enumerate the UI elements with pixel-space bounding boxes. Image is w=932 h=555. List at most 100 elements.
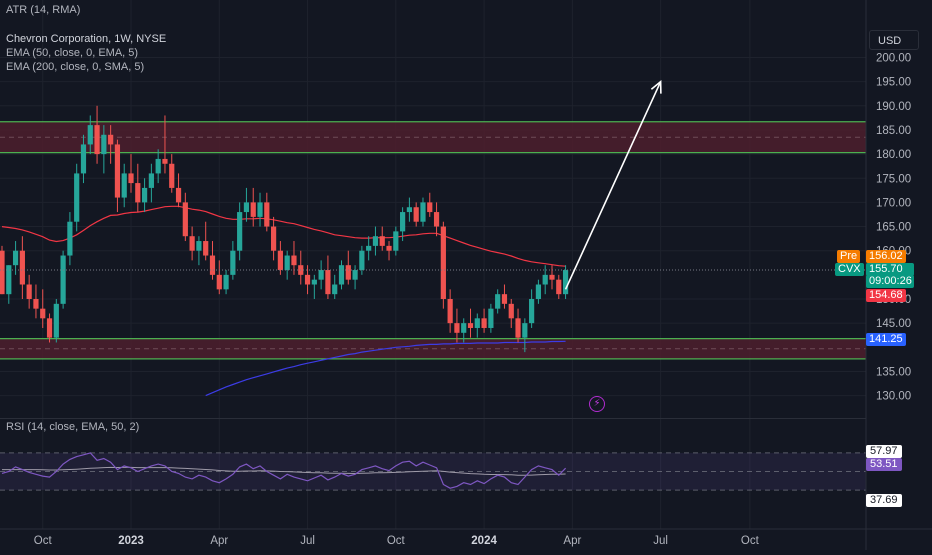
- candle-body: [128, 173, 134, 184]
- candle-body: [67, 221, 73, 256]
- low-price-tag: 154.68: [866, 289, 906, 302]
- candle-body: [372, 236, 379, 246]
- time-axis-tick-label: 2023: [118, 535, 144, 547]
- atr-legend[interactable]: ATR (14, RMA): [6, 4, 81, 16]
- candle-body: [237, 212, 243, 251]
- candle-body: [114, 144, 121, 198]
- price-axis-tick-label: 170.00: [876, 197, 911, 209]
- candle-body: [447, 299, 453, 324]
- candle-body: [338, 265, 345, 285]
- lightning-icon[interactable]: ⚡: [589, 396, 605, 412]
- candle-body: [345, 265, 351, 280]
- pre-market-price-tag: 156.02: [866, 250, 906, 263]
- rsi-low-value-tag: 37.69: [866, 494, 902, 507]
- candle-body: [311, 279, 317, 285]
- candle-body: [393, 231, 399, 251]
- candle-body: [400, 212, 406, 232]
- candle-body: [40, 308, 46, 319]
- rsi-ma-value-tag: 57.97: [866, 445, 902, 458]
- price-axis-tick-label: 195.00: [876, 77, 911, 89]
- candle-body: [74, 173, 80, 222]
- rsi-line: [1, 452, 567, 489]
- price-axis-tick-label: 145.00: [876, 318, 911, 330]
- candle-body: [433, 212, 440, 227]
- candle-body: [189, 236, 195, 251]
- candle-body: [155, 158, 161, 174]
- candle-body: [474, 318, 480, 328]
- candle-body: [413, 207, 419, 222]
- candle-body: [141, 187, 148, 203]
- chart-title[interactable]: Chevron Corporation, 1W, NYSE: [6, 33, 167, 45]
- candle-body: [108, 134, 114, 145]
- candle-body: [454, 323, 460, 333]
- candle-body: [53, 303, 59, 338]
- candle-body: [304, 274, 311, 285]
- candle-body: [379, 236, 385, 246]
- candle-body: [250, 202, 256, 217]
- candle-body: [562, 270, 569, 295]
- rsi-legend[interactable]: RSI (14, close, EMA, 50, 2): [6, 421, 140, 433]
- candle-body: [33, 299, 39, 309]
- ema200-price-tag: 141.25: [866, 333, 906, 346]
- candle-body: [325, 270, 331, 295]
- candle-body: [243, 202, 250, 213]
- candle-body: [46, 318, 53, 338]
- price-axis-tick-label: 185.00: [876, 125, 911, 137]
- candle-body: [216, 274, 222, 290]
- candle-body: [529, 299, 535, 324]
- candle-body: [318, 270, 324, 280]
- last-price-tag: 155.70: [866, 263, 914, 276]
- candle-body: [522, 323, 528, 338]
- candle-body: [169, 163, 175, 188]
- candle-body: [162, 158, 168, 164]
- candle-body: [427, 202, 433, 213]
- candle-body: [87, 125, 93, 145]
- target-arrow-line: [564, 81, 662, 290]
- ema50-legend[interactable]: EMA (50, close, 0, EMA, 5): [6, 47, 139, 59]
- candle-body: [359, 250, 365, 271]
- candle-body: [209, 255, 216, 275]
- ema200-legend[interactable]: EMA (200, close, 0, SMA, 5): [6, 61, 145, 73]
- candle-body: [467, 323, 474, 328]
- candle-body: [94, 125, 100, 155]
- candle-body: [223, 274, 229, 290]
- countdown-tag: 09:00:26: [866, 275, 914, 288]
- candle-body: [271, 226, 277, 251]
- candle-body: [6, 265, 12, 295]
- pane-separator: [0, 418, 866, 419]
- time-axis-tick-label: Oct: [34, 535, 53, 547]
- candle-body: [26, 284, 32, 299]
- price-axis-tick-label: 200.00: [876, 53, 911, 65]
- candles-group: [0, 105, 569, 353]
- candle-body: [230, 250, 236, 275]
- price-axis-tick-label: 190.00: [876, 101, 911, 113]
- candle-body: [501, 294, 508, 304]
- candle-body: [80, 144, 87, 174]
- time-axis-tick-label: Jul: [300, 535, 315, 547]
- candle-body: [175, 187, 182, 203]
- candle-body: [556, 279, 562, 295]
- candle-body: [284, 255, 290, 271]
- candle-body: [291, 255, 297, 266]
- price-axis-tick-label: 180.00: [876, 149, 911, 161]
- pre-market-label: Pre: [837, 250, 861, 263]
- candle-body: [277, 250, 283, 271]
- rsi-value-tag: 53.51: [866, 458, 902, 471]
- candle-body: [535, 284, 542, 299]
- candle-body: [366, 245, 372, 251]
- candle-body: [264, 202, 270, 227]
- candle-body: [515, 318, 521, 338]
- ema200-line: [205, 340, 566, 397]
- price-axis-tick-label: 135.00: [876, 366, 911, 378]
- price-axis-tick-label: 130.00: [876, 391, 911, 403]
- candle-body: [406, 207, 412, 213]
- candle-body: [386, 245, 392, 251]
- currency-button[interactable]: USD: [869, 30, 919, 50]
- candle-body: [481, 318, 487, 328]
- symbol-tag: CVX: [835, 263, 864, 276]
- candle-body: [196, 241, 202, 251]
- time-axis-tick-label: Apr: [210, 535, 228, 547]
- rsi-ma-line: [2, 466, 566, 476]
